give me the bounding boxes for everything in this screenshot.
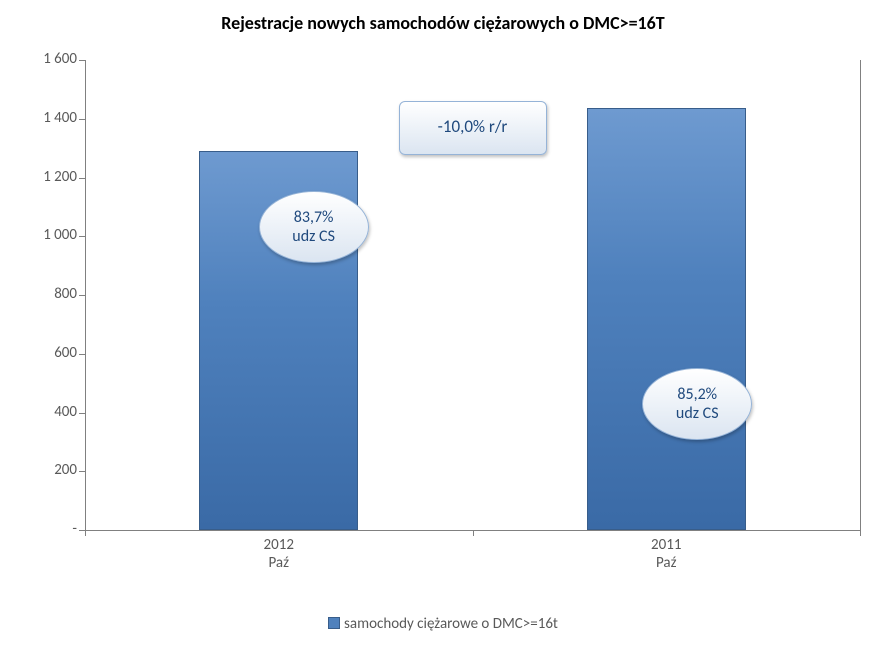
y-tick-label: 400 <box>7 403 77 421</box>
y-tick-label: 200 <box>7 461 77 479</box>
bar <box>587 108 746 530</box>
y-tick-label: 600 <box>7 344 77 362</box>
legend: samochody ciężarowe o DMC>=16t <box>0 615 886 633</box>
x-tick-label: 2012 Paź <box>219 536 339 572</box>
legend-label: samochody ciężarowe o DMC>=16t <box>344 615 558 633</box>
callout-oval: 83,7%udz CS <box>259 191 369 263</box>
x-tick-mark <box>473 530 474 536</box>
y-tick-label: 800 <box>7 285 77 303</box>
callout-oval: 85,2%udz CS <box>642 368 752 440</box>
y-tick-label: 1 200 <box>7 168 77 186</box>
callout-line: -10,0% r/r <box>438 117 508 137</box>
axis-line-left <box>85 60 86 530</box>
y-tick-label: 1 400 <box>7 109 77 127</box>
y-tick-label: 1 600 <box>7 50 77 68</box>
callout-line: 85,2% <box>677 385 717 404</box>
callout-rect: -10,0% r/r <box>399 101 547 155</box>
x-tick-label: 2011 Paź <box>606 536 726 572</box>
callout-line: 83,7% <box>294 208 334 227</box>
x-tick-mark <box>860 530 861 536</box>
chart-title: Rejestracje nowych samochodów ciężarowyc… <box>0 12 886 34</box>
axis-line-right <box>860 60 861 530</box>
y-tick-label: 1 000 <box>7 226 77 244</box>
y-tick-label: - <box>7 520 77 538</box>
x-tick-mark <box>85 530 86 536</box>
chart-container: Rejestracje nowych samochodów ciężarowyc… <box>0 0 886 655</box>
legend-swatch <box>328 617 340 629</box>
callout-line: udz CS <box>676 404 719 423</box>
callout-line: udz CS <box>292 227 335 246</box>
